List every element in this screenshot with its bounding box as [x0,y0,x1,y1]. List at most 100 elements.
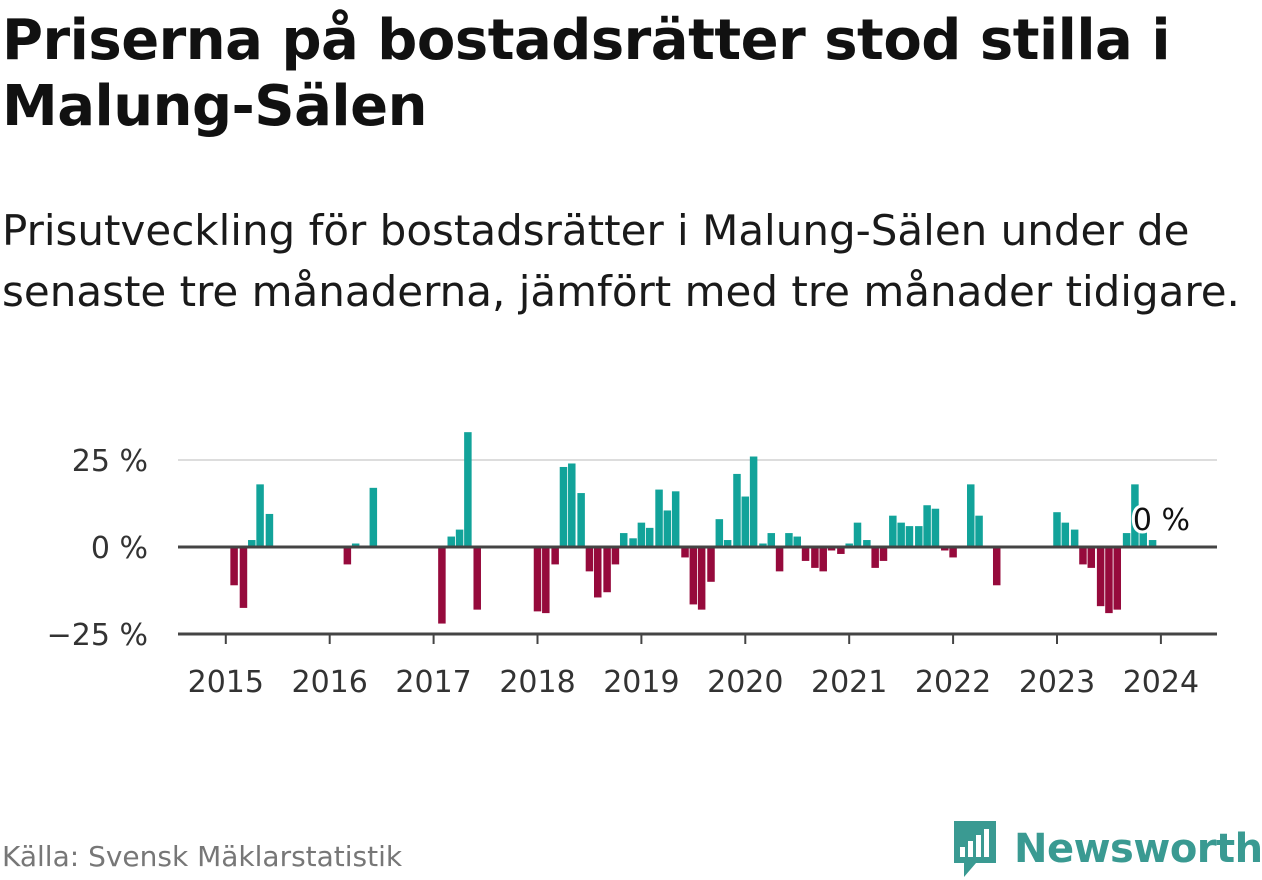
bar-positive [1053,512,1061,547]
bar-negative [697,547,706,610]
x-tick-label: 2016 [292,665,368,700]
bar-negative [801,547,810,561]
bar-positive [1122,533,1131,547]
bar-positive [248,540,256,547]
bar-positive [767,533,776,547]
bar-positive [645,527,654,547]
bar-positive [1070,529,1079,547]
chart-subtitle: Prisutveckling för bostadsrätter i Malun… [2,206,1240,316]
x-tick-label: 2018 [499,665,575,700]
bar-positive [715,519,724,547]
bar-positive [671,491,680,547]
y-tick-label: 0 % [91,531,148,566]
bar-positive [741,496,750,547]
x-tick-label: 2023 [1019,665,1095,700]
x-tick-label: 2017 [395,665,471,700]
x-tick-label: 2015 [188,665,264,700]
bar-negative [941,547,949,551]
bar-positive [629,538,637,547]
bar-positive [568,463,576,547]
bar-chart: 25 % 0 % −25 % 2015 2016 2017 2018 2019 2020 2021… [47,432,1217,700]
bar-negative [343,547,352,565]
bar-positive [923,505,931,547]
bar-negative [611,547,620,565]
bar-positive [256,484,264,547]
bar-positive [455,529,464,547]
bar-positive [975,515,983,547]
bar-negative [473,547,481,610]
brand-name: Newsworthy [1014,826,1262,872]
bar-positive [655,489,663,547]
bar-negative [837,547,845,554]
x-tick-label: 2024 [1123,665,1199,700]
latest-value-halo: 0 % [1133,503,1190,538]
bar-negative [827,547,836,551]
bar-positive [785,533,793,547]
chart-title: Priserna på bostadsrätter stod stilla i … [2,8,1171,139]
x-tick-label: 2021 [811,665,887,700]
bar-negative [949,547,957,558]
bar-negative [1096,547,1105,607]
bar-negative [438,547,446,624]
bar-negative [230,547,238,586]
bar-negative [819,547,827,572]
bar-positive [1131,484,1139,547]
bar-positive [447,536,456,547]
bar-positive [265,513,274,547]
axis-layer [178,545,1217,644]
newsworthy-logo-icon [954,821,996,877]
bar-positive [863,540,871,547]
x-tick-label: 2019 [603,665,679,700]
bar-negative [707,547,715,582]
bar-positive [369,487,378,547]
bar-negative [594,547,602,598]
y-tick-label: −25 % [47,618,148,653]
bar-positive [889,515,897,547]
bar-positive [759,543,767,547]
latest-value-label: 0 % [1133,503,1190,538]
bar-positive [464,432,472,547]
bar-negative [811,547,819,568]
bar-negative [1087,547,1096,568]
bar-positive [853,522,862,547]
bar-negative [239,547,248,608]
bar-positive [897,522,905,547]
x-tick-label: 2020 [707,665,783,700]
bar-positive [793,536,801,547]
x-tick-label: 2022 [915,665,991,700]
bar-negative [1105,547,1113,614]
y-tick-label: 25 % [72,444,148,479]
bar-positive [637,522,646,547]
bar-positive [905,526,914,547]
bar-negative [533,547,542,612]
source-note: Källa: Svensk Mäklarstatistik [2,840,403,873]
bar-positive [723,540,732,547]
bar-negative [1079,547,1087,565]
bar-negative [542,547,550,614]
bar-negative [775,547,784,572]
bar-positive [1139,531,1147,547]
bar-negative [551,547,559,565]
bar-layer [230,432,1157,624]
bar-negative [1113,547,1122,610]
bar-negative [689,547,698,605]
bar-negative [992,547,1001,586]
label-layer: 25 % 0 % −25 % 2015 2016 2017 2018 2019 2020 2021… [47,444,1199,700]
bar-positive [931,508,940,547]
bar-positive [577,493,585,547]
bar-positive [559,466,568,547]
bar-negative [585,547,594,572]
bar-positive [351,543,360,547]
bar-negative [879,547,888,561]
bar-negative [681,547,689,558]
bar-positive [1061,522,1070,547]
bar-negative [871,547,879,568]
bar-positive [733,473,741,547]
bar-positive [663,510,672,547]
bar-positive [749,456,758,547]
newsworthy-logo: Newsworthy [950,818,1262,880]
bar-positive [619,533,628,547]
bar-positive [845,543,853,547]
bar-positive [915,526,923,547]
bar-negative [603,547,611,593]
